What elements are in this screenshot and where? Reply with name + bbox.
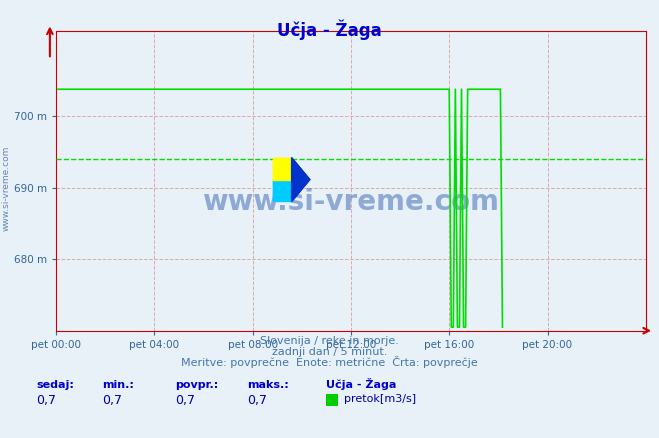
Text: sedaj:: sedaj:	[36, 380, 74, 390]
Text: 0,7: 0,7	[247, 394, 267, 407]
Polygon shape	[273, 158, 291, 180]
Text: Slovenija / reke in morje.: Slovenija / reke in morje.	[260, 336, 399, 346]
Polygon shape	[273, 158, 291, 180]
Polygon shape	[273, 180, 291, 201]
Text: povpr.:: povpr.:	[175, 380, 218, 390]
Text: 0,7: 0,7	[36, 394, 56, 407]
Text: www.si-vreme.com: www.si-vreme.com	[202, 187, 500, 215]
Text: 0,7: 0,7	[102, 394, 122, 407]
Text: Meritve: povprečne  Enote: metrične  Črta: povprečje: Meritve: povprečne Enote: metrične Črta:…	[181, 356, 478, 368]
Polygon shape	[291, 158, 310, 201]
Text: 0,7: 0,7	[175, 394, 194, 407]
Text: Učja - Žaga: Učja - Žaga	[277, 20, 382, 40]
Text: maks.:: maks.:	[247, 380, 289, 390]
Text: pretok[m3/s]: pretok[m3/s]	[344, 394, 416, 404]
Text: Učja - Žaga: Učja - Žaga	[326, 378, 397, 390]
Text: www.si-vreme.com: www.si-vreme.com	[2, 146, 11, 231]
Text: min.:: min.:	[102, 380, 134, 390]
Polygon shape	[273, 180, 291, 201]
Polygon shape	[291, 158, 310, 201]
Text: zadnji dan / 5 minut.: zadnji dan / 5 minut.	[272, 347, 387, 357]
